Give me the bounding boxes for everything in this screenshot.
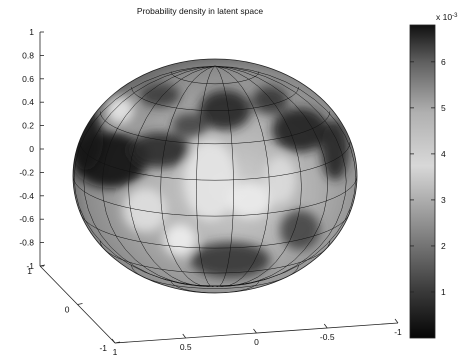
- longitude-line: [214, 65, 328, 287]
- y-tick-label: 1: [27, 266, 32, 276]
- z-tick-label: -1: [26, 261, 34, 271]
- x-tick-label: 0.5: [180, 342, 192, 352]
- z-tick-label: -0.6: [19, 214, 34, 224]
- latitude-line: [99, 111, 331, 145]
- latitude-line: [79, 209, 351, 249]
- density-patch: [123, 188, 167, 232]
- density-patch: [321, 120, 349, 180]
- density-patch: [190, 242, 270, 278]
- colorbar-tick-label: 6: [441, 57, 446, 67]
- longitude-line: [83, 65, 216, 287]
- colorbar-body: [409, 24, 436, 339]
- z-tick-label: 0.4: [22, 97, 34, 107]
- y-tick-mark: [114, 341, 121, 344]
- longitude-line: [160, 65, 216, 287]
- y-tick-mark: [39, 264, 46, 267]
- density-patch: [264, 156, 296, 204]
- colorbar-tick-group: 6 5 4 3 2 1: [410, 57, 446, 297]
- colorbar-tick-label: 2: [441, 241, 446, 251]
- x-tick-mark: [182, 333, 187, 339]
- z-tick-label: 0.8: [22, 50, 34, 60]
- density-patch: [164, 224, 196, 256]
- density-patch: [106, 96, 134, 124]
- x-tick-mark: [111, 338, 116, 344]
- density-patch: [140, 83, 180, 107]
- x-tick-label: -1: [394, 327, 402, 337]
- density-patch: [130, 132, 190, 168]
- x-tick-label: -0.5: [320, 332, 335, 342]
- z-tick-label: 1: [29, 27, 34, 37]
- density-patch: [280, 210, 320, 250]
- y-tick-mark: [77, 303, 83, 305]
- x-tick-mark: [394, 318, 399, 324]
- y-tick-group: 1 0 -1: [27, 264, 121, 353]
- colorbar-tick-label: 1: [441, 287, 446, 297]
- sphere-grid: [73, 65, 357, 293]
- longitude-line: [214, 65, 357, 287]
- latitude-line: [99, 240, 331, 274]
- longitude-line: [102, 65, 216, 287]
- x-tick-label: 0: [254, 337, 259, 347]
- longitude-line: [73, 65, 216, 287]
- longitude-line: [214, 65, 302, 287]
- colorbar-tick-label: 3: [441, 195, 446, 205]
- chart-title: Probability density in latent space: [137, 6, 263, 16]
- z-tick-label: 0.6: [22, 74, 34, 84]
- y-tick-label: -1: [99, 343, 107, 353]
- x-tick-mark: [323, 323, 328, 329]
- z-tick-label: -0.2: [19, 167, 34, 177]
- y-tick-label: 0: [65, 305, 70, 315]
- x-tick-group: 1 0.5 0 -0.5 -1: [111, 318, 402, 357]
- longitude-line: [214, 65, 270, 287]
- z-tick-label: -0.4: [19, 191, 34, 201]
- density-patch: [272, 108, 328, 152]
- longitude-line: [196, 65, 216, 288]
- latitude-line: [131, 264, 299, 289]
- z-tick-label: -0.8: [19, 238, 34, 248]
- latitude-line: [79, 142, 351, 181]
- colorbar-tick-label: 4: [441, 149, 446, 159]
- longitude-line: [214, 65, 234, 288]
- density-patch: [252, 86, 288, 114]
- x-tick-label: 1: [113, 347, 118, 357]
- sphere-surface: [72, 58, 358, 294]
- latitude-line: [170, 71, 260, 85]
- colorbar: x 10-3 6 5 4 3 2 1: [409, 12, 458, 339]
- z-tick-group: 1 0.8 0.6 0.4 0.2 0 -0.2 -0.4 -0.6 -0.8 -1: [19, 27, 44, 271]
- density-patch: [228, 182, 272, 218]
- longitude-line: [128, 65, 216, 287]
- latitude-line: [131, 87, 299, 111]
- z-tick-label: 0.2: [22, 121, 34, 131]
- density-patch: [199, 90, 251, 130]
- density-patch: [172, 113, 208, 137]
- colorbar-multiplier: x 10-3: [436, 12, 458, 22]
- z-tick-label: 0: [29, 144, 34, 154]
- colorbar-tick-label: 5: [441, 103, 446, 113]
- x-tick-mark: [253, 328, 257, 334]
- latitude-line: [73, 175, 357, 217]
